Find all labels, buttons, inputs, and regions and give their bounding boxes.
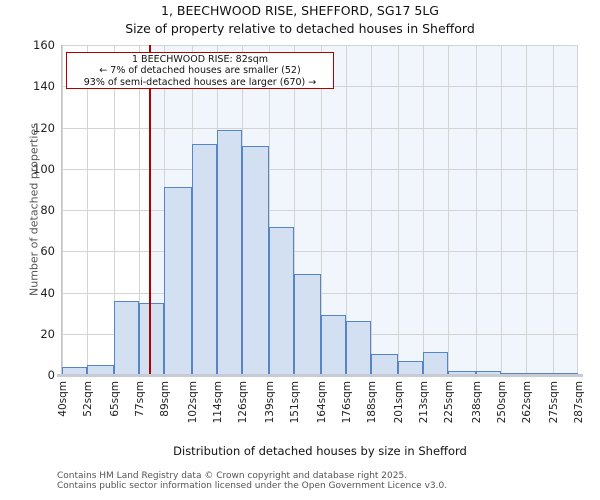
vertical-gridline <box>552 45 554 375</box>
vertical-gridline <box>268 45 270 375</box>
horizontal-gridline <box>62 45 578 46</box>
annotation-line1: 1 BEECHWOOD RISE: 82sqm <box>131 54 269 65</box>
x-tick-label: 250sqm <box>495 381 508 424</box>
annotation-line3: 93% of semi-detached houses are larger (… <box>83 76 317 88</box>
histogram-bar <box>114 300 140 375</box>
vertical-gridline <box>62 45 63 375</box>
x-tick-label: 89sqm <box>159 381 172 417</box>
x-tick-label: 139sqm <box>263 381 276 424</box>
x-tick-label: 188sqm <box>366 381 379 424</box>
histogram-bar <box>321 315 347 375</box>
vertical-gridline <box>448 45 450 375</box>
y-axis-title: Number of detached properties <box>27 123 41 296</box>
x-tick-label: 126sqm <box>236 381 249 424</box>
vertical-gridline <box>87 45 89 375</box>
histogram-bar <box>371 354 399 375</box>
vertical-gridline <box>114 45 116 375</box>
annotation-line2: ← 7% of detached houses are smaller (52) <box>99 65 301 77</box>
y-tick-label: 120 <box>33 120 55 135</box>
x-tick-label: 65sqm <box>109 381 122 417</box>
vertical-gridline <box>475 45 477 375</box>
vertical-gridline <box>293 45 295 375</box>
x-axis-title: Distribution of detached houses by size … <box>173 444 467 458</box>
horizontal-gridline <box>62 127 578 129</box>
x-tick-label: 52sqm <box>82 381 95 417</box>
y-tick-label: 60 <box>40 244 55 259</box>
plot-area <box>62 45 578 375</box>
footer-attribution-line2: Contains public sector information licen… <box>57 481 448 491</box>
x-tick-label: 77sqm <box>134 381 147 417</box>
x-tick-label: 213sqm <box>418 381 431 424</box>
y-axis-line <box>61 45 62 375</box>
vertical-gridline <box>577 45 578 375</box>
vertical-gridline <box>423 45 425 375</box>
y-tick-label: 20 <box>40 326 55 341</box>
y-tick-label: 80 <box>40 203 55 217</box>
histogram-bar <box>398 360 424 375</box>
histogram-bar <box>139 302 165 375</box>
y-tick-label: 0 <box>47 368 55 382</box>
property-size-marker-line <box>148 45 151 375</box>
vertical-gridline <box>346 45 348 375</box>
chart-subtitle-line2: Size of property relative to detached ho… <box>125 21 475 36</box>
horizontal-gridline <box>62 210 578 211</box>
y-tick-label: 40 <box>40 285 55 300</box>
x-tick-label: 114sqm <box>211 381 224 424</box>
x-tick-label: 287sqm <box>573 381 585 424</box>
y-tick-label: 100 <box>33 161 55 176</box>
x-tick-label: 201sqm <box>393 381 406 424</box>
x-tick-label: 151sqm <box>288 381 301 424</box>
chart-title-line1: 1, BEECHWOOD RISE, SHEFFORD, SG17 5LG <box>161 3 439 18</box>
x-tick-label: 238sqm <box>470 381 483 424</box>
horizontal-gridline <box>62 168 578 170</box>
histogram-bar <box>293 273 322 375</box>
x-tick-label: 262sqm <box>520 381 533 424</box>
histogram-bar <box>423 352 449 375</box>
vertical-gridline <box>139 45 141 375</box>
annotation-box: 1 BEECHWOOD RISE: 82sqm ← 7% of detached… <box>66 52 334 89</box>
footer-attribution-line1: Contains HM Land Registry data © Crown c… <box>57 471 408 481</box>
x-tick-label: 40sqm <box>57 381 69 417</box>
vertical-gridline <box>398 45 400 375</box>
y-tick-label: 140 <box>33 79 55 94</box>
histogram-bar <box>241 146 269 375</box>
histogram-bar <box>346 321 372 375</box>
x-axis-line <box>57 374 583 377</box>
histogram-bar <box>164 187 192 375</box>
x-tick-label: 275sqm <box>547 381 560 424</box>
x-tick-label: 164sqm <box>316 381 329 424</box>
vertical-gridline <box>525 45 527 375</box>
horizontal-gridline <box>62 251 578 253</box>
histogram-bar <box>216 129 242 375</box>
y-tick-label: 160 <box>33 38 55 52</box>
x-tick-label: 225sqm <box>443 381 456 424</box>
x-tick-label: 102sqm <box>186 381 199 424</box>
histogram-bar <box>268 226 294 375</box>
x-tick-label: 176sqm <box>341 381 354 424</box>
vertical-gridline <box>321 45 323 375</box>
vertical-gridline <box>371 45 373 375</box>
vertical-gridline <box>500 45 502 375</box>
histogram-bar <box>191 144 217 375</box>
